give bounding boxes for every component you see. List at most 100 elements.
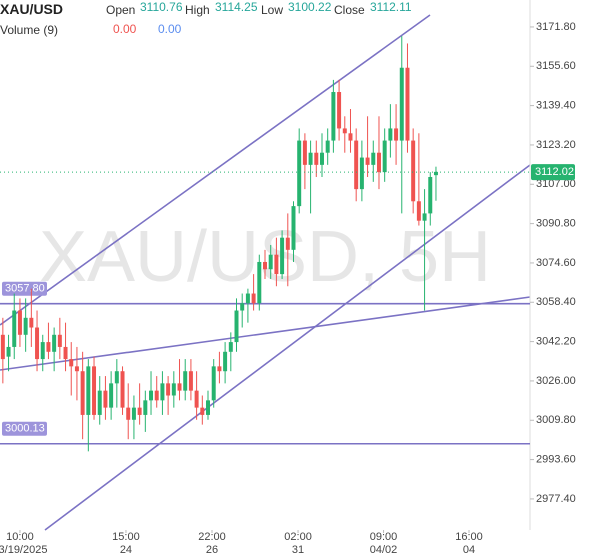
candle-body [257,261,262,304]
candle-body [365,157,370,165]
candle-body [291,206,296,250]
candle-body [411,140,416,202]
candle-body [114,371,119,384]
legend-label: Open [106,3,136,17]
candle-body [348,133,353,141]
candle-body [371,152,376,165]
y-tick-label: 3090.80 [536,218,576,230]
y-tick-label: 3058.40 [536,296,576,308]
line-label: 3057.80 [5,283,45,295]
legend-label: High [185,3,210,17]
candle-body [376,152,381,173]
y-tick-label: 3107.00 [536,178,576,190]
candle-body [52,334,57,352]
candle-body [63,346,68,360]
candle-body [97,390,102,415]
candle-body [6,346,11,357]
trend-line [0,14,431,326]
candle-body [234,310,239,343]
line-label-box [2,421,47,436]
candle-body [251,293,256,304]
candle-body [103,390,108,408]
candle-body [319,152,324,165]
candle-body [314,152,319,165]
candle-body [194,390,199,408]
y-tick-label: 3009.80 [536,414,576,426]
trend-line [44,164,531,531]
legend: XAU/USD Open 3110.76 High 3114.25 Low 31… [0,0,600,40]
candle-body [120,371,125,408]
candle-body [46,342,51,352]
candle-body [12,310,17,347]
candle-body [354,140,359,190]
candle-body [23,317,28,335]
candle-body [183,371,188,391]
candle-body [0,334,5,360]
candle-body [206,400,211,415]
candle-body [92,366,97,415]
y-tick-label: 3026.00 [536,375,576,387]
last-price-label: 3112.02 [535,166,574,178]
candle-body [40,342,45,360]
y-tick-label: 3042.20 [536,336,576,348]
candle-body [342,128,347,134]
candle-body [359,157,364,190]
symbol: XAU/USD [0,1,64,17]
candle-body [109,383,114,408]
candle-body [69,359,74,367]
volume-value: 0.00 [158,22,182,36]
x-tick-label: 16:00 04 [455,531,483,556]
candle-body [325,140,330,153]
volume-value: 0.00 [113,22,137,36]
candle-body [302,140,307,165]
x-tick-label: 15:00 24 [112,531,140,556]
candle-body [268,254,273,270]
candle-body [143,400,148,415]
candle-body [166,383,171,396]
candle-body [422,213,427,221]
candle-body [86,366,91,415]
y-tick-label: 2977.40 [536,493,576,505]
y-tick-label: 3171.80 [536,21,576,33]
legend-value: 3112.11 [370,0,412,14]
candle-body [80,371,85,415]
x-tick-label: 10:00 03/19/2025 [0,531,48,556]
legend-label: Low [261,3,284,17]
candle-body [388,128,393,141]
candle-body [160,383,165,401]
candle-body [405,67,410,141]
candle-body [228,342,233,352]
candle-body [131,407,136,420]
candle-body [154,390,159,401]
volume-label: Volume (9) [0,23,59,37]
candle-body [308,152,313,165]
candle-body [171,383,176,396]
candle-body [217,366,222,372]
candle-body [416,201,421,221]
candle-body [399,67,404,141]
candle-body [337,92,342,129]
candle-body [263,261,267,270]
y-tick-label: 3155.60 [536,60,576,72]
last-price-tag [531,164,575,181]
x-tick-label: 09:00 04/02 [369,531,398,556]
trend-line [0,296,531,371]
legend-label: Close [334,3,365,17]
candle-body [280,237,285,275]
line-label-box [2,281,47,296]
candle-body [177,383,182,391]
x-tick-label: 02:00 31 [284,531,312,556]
candle-body [274,254,279,275]
x-tick-label: 22:00 26 [198,531,226,556]
candle-body [285,237,290,250]
candle-body [331,92,336,141]
y-tick-label: 3074.60 [536,257,576,269]
candle-body [137,407,142,415]
candle-body [211,366,216,401]
y-tick-label: 2993.60 [536,453,576,465]
candle-body [29,317,34,328]
candle-body [297,140,302,207]
candle-body [188,371,193,391]
